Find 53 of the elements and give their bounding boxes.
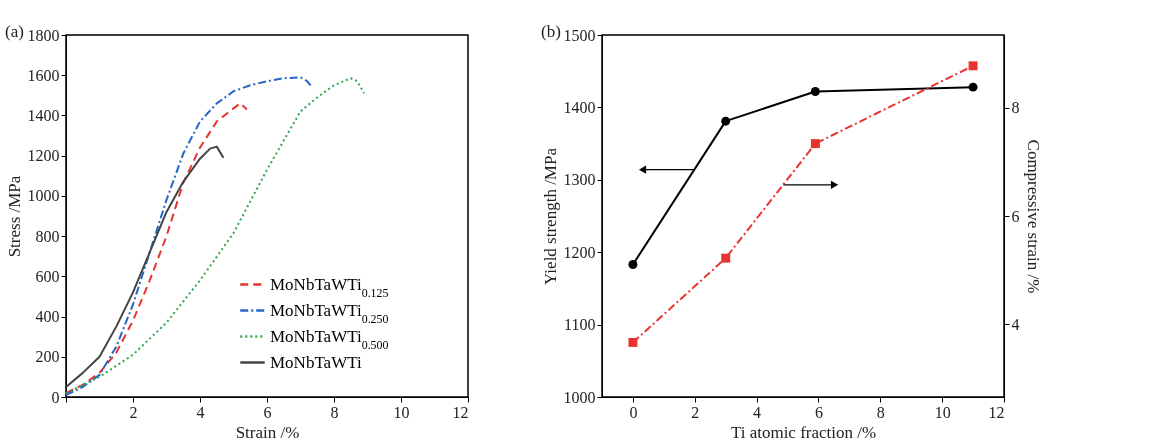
x-tick-label: 8 (876, 403, 885, 421)
x-tick-label: 8 (330, 403, 339, 421)
y2-tick-label: 4 (1011, 315, 1020, 333)
y-axis-title: Yield strength /MPa (540, 147, 560, 285)
x-axis-title: Ti atomic fraction /% (730, 422, 877, 442)
point (810, 139, 820, 149)
point (968, 82, 978, 92)
legend-label: MoNbTaWTi$_{0.125}$ (270, 274, 389, 300)
point (810, 87, 820, 96)
point (968, 61, 978, 71)
legend-label: MoNbTaWTi$_{0.250}$ (270, 300, 389, 326)
y-tick-label: 1600 (27, 66, 60, 84)
y-tick-label: 1200 (27, 147, 60, 165)
x-tick-label: 0 (629, 403, 638, 421)
x-tick-label: 4 (196, 403, 205, 421)
x-tick-label: 4 (753, 403, 762, 421)
y-tick-label: 800 (35, 227, 60, 245)
y-tick-label: 1200 (563, 243, 596, 261)
x-tick-label: 6 (263, 403, 272, 421)
y-tick-label: 1400 (27, 106, 60, 124)
x-tick-label: 12 (452, 403, 469, 421)
x-tick-label: 10 (393, 403, 410, 421)
x-tick-label: 2 (691, 403, 700, 421)
line-series (65, 145, 225, 388)
y-tick-label: 1500 (563, 26, 596, 44)
y-tick-label: 1100 (564, 316, 596, 334)
chart-title: (a) (5, 22, 24, 41)
y-tick-label: 600 (35, 267, 60, 285)
y-tick-label: 1400 (563, 98, 596, 116)
y2-tick-label: 8 (1011, 99, 1020, 117)
y2-tick-label: 6 (1011, 207, 1020, 225)
point (628, 260, 638, 269)
y-axis-title: Stress /MPa (4, 175, 24, 258)
y-tick-label: 1000 (27, 187, 60, 205)
x-tick-label: 10 (934, 403, 951, 421)
x-tick-label: 12 (988, 403, 1005, 421)
y-tick-label: 1300 (563, 171, 596, 189)
legend-label: MoNbTaWTi (270, 352, 362, 372)
y-tick-label: 0 (51, 388, 60, 406)
y-tick-label: 1800 (27, 26, 60, 44)
point (721, 253, 731, 263)
y-tick-label: 400 (35, 308, 60, 326)
x-tick-label: 2 (129, 403, 138, 421)
point (721, 116, 731, 126)
chart-title: (b) (541, 22, 561, 41)
point (628, 337, 638, 347)
legend-label: MoNbTaWTi$_{0.500}$ (270, 326, 389, 352)
x-tick-label: 6 (814, 403, 823, 421)
line-series (65, 102, 248, 394)
y-tick-label: 1000 (563, 388, 596, 406)
y2-axis-title: Compressive strain /% (1023, 139, 1043, 294)
y-tick-label: 200 (35, 348, 60, 366)
x-axis-title: Strain /% (235, 422, 300, 442)
